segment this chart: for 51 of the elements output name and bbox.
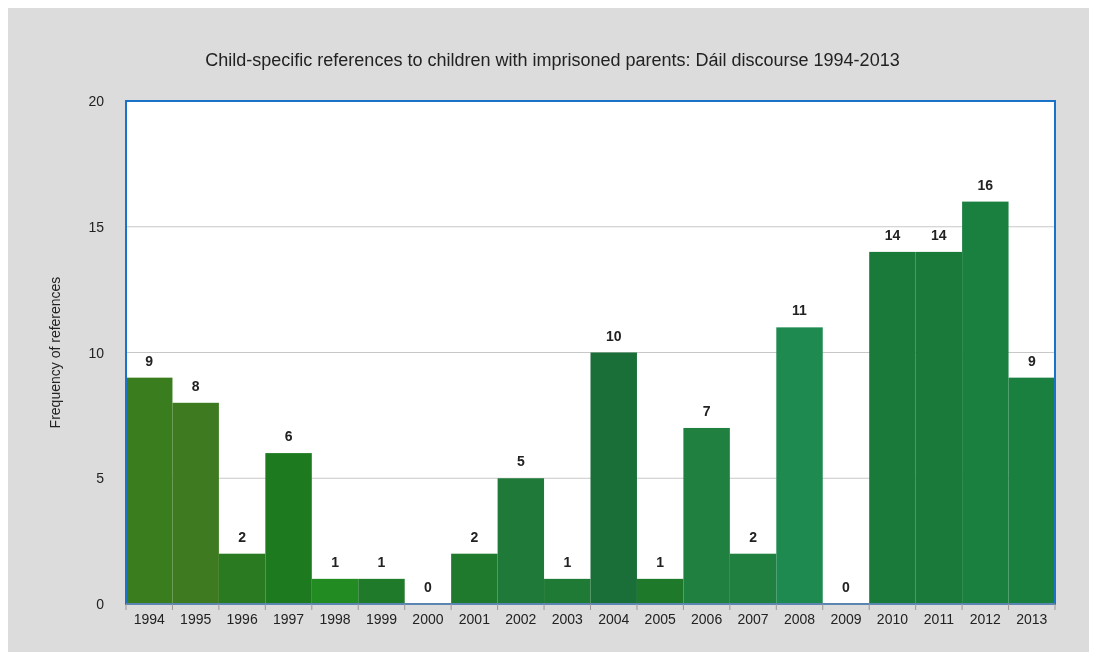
data-label: 10	[605, 327, 622, 344]
bar	[636, 578, 684, 604]
data-label: 11	[792, 302, 808, 319]
x-tick-label: 1999	[365, 611, 398, 627]
data-label: 2	[238, 528, 247, 545]
x-tick-label: 2004	[598, 611, 630, 627]
data-label: 9	[1027, 352, 1036, 369]
data-label: 5	[516, 453, 525, 470]
x-tick-label: 1996	[226, 611, 258, 627]
data-label: 2	[749, 528, 758, 545]
y-tick-label: 15	[88, 218, 105, 235]
data-label: 0	[842, 579, 851, 595]
data-label: 6	[284, 428, 293, 445]
bar	[311, 578, 359, 604]
x-tick-label: 2005	[644, 611, 676, 627]
x-tick-label: 2007	[737, 611, 769, 627]
data-label: 8	[191, 377, 200, 394]
y-axis-title: Frequency of references	[47, 276, 63, 429]
data-label: 1	[656, 553, 665, 570]
y-tick-label: 0	[96, 596, 105, 612]
x-tick-label: 2012	[969, 611, 1002, 627]
data-label: 14	[884, 226, 901, 243]
data-label: 1	[563, 553, 572, 570]
data-label: 9	[145, 352, 154, 369]
chart-title: Child-specific references to children with imprisoned parents: Dáil discourse 1994-2013	[205, 50, 900, 70]
y-tick-label: 5	[96, 470, 105, 487]
y-tick-label: 20	[88, 93, 105, 109]
x-tick-label: 1997	[273, 611, 305, 627]
data-label: 7	[702, 402, 711, 419]
x-tick-label: 2001	[458, 611, 491, 627]
x-tick-label: 2010	[876, 611, 909, 627]
x-tick-label: 2002	[505, 611, 537, 627]
x-tick-label: 2013	[1016, 611, 1048, 627]
x-tick-label: 2009	[830, 611, 862, 627]
data-label: 14	[931, 226, 947, 243]
data-label: 16	[977, 176, 994, 193]
data-label: 1	[377, 553, 386, 570]
y-tick-label: 10	[88, 344, 105, 361]
data-label: 2	[470, 528, 479, 545]
x-tick-label: 2008	[783, 611, 816, 627]
x-tick-label: 2003	[551, 611, 584, 627]
x-tick-label: 1995	[180, 611, 212, 627]
data-label: 1	[331, 553, 340, 570]
bar	[776, 327, 823, 604]
x-tick-label: 1998	[319, 611, 351, 627]
x-tick-label: 1994	[133, 611, 166, 627]
x-tick-label: 2000	[412, 611, 444, 627]
data-label: 0	[424, 579, 433, 595]
x-tick-label: 2006	[691, 611, 723, 627]
bar	[358, 578, 405, 604]
x-tick-label: 2011	[923, 611, 955, 627]
